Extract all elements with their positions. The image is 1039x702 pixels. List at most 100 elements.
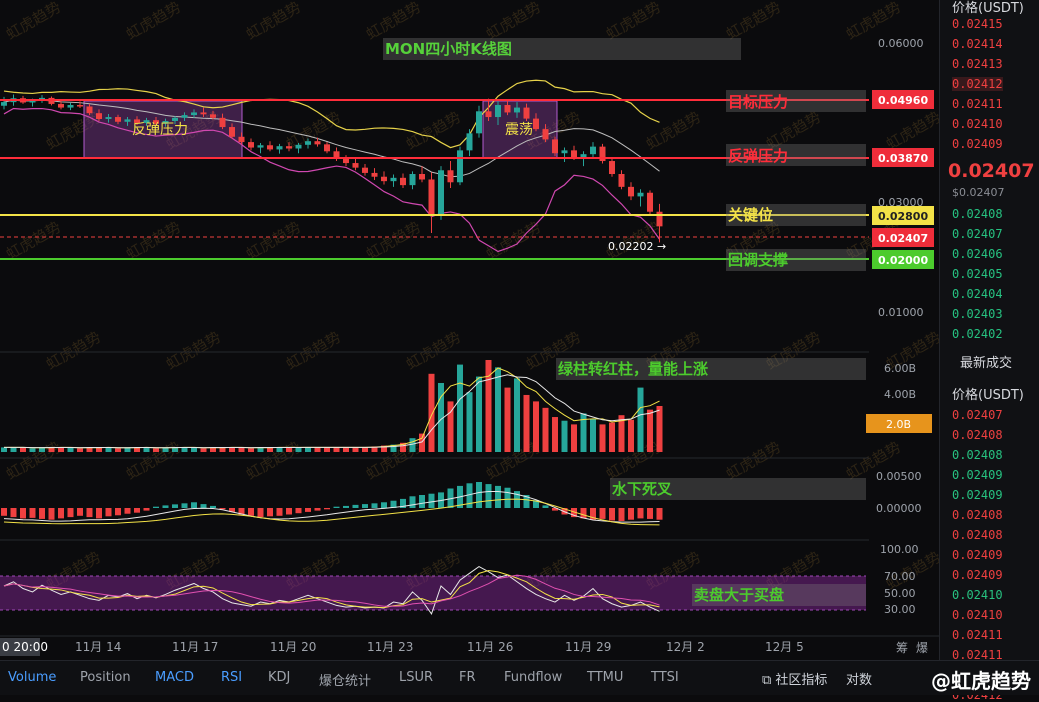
time-label: 0 20:00 (2, 640, 48, 654)
macd-bar (39, 508, 45, 519)
candle-body (561, 150, 568, 154)
volume-bar (580, 413, 587, 452)
bid-price[interactable]: 0.02404 (952, 287, 1003, 301)
candle-body (115, 117, 121, 122)
volume-bar (371, 446, 378, 452)
bid-price[interactable]: 0.02408 (952, 207, 1003, 221)
volume-bar (333, 447, 340, 452)
macd-bar (419, 495, 425, 508)
ask-price[interactable]: 0.02414 (952, 37, 1003, 51)
candle-body (29, 100, 36, 103)
volume-bar (438, 383, 444, 452)
tab-position[interactable]: Position (80, 670, 131, 685)
watermark-text: 虹虎趋势 (43, 328, 104, 374)
brand-watermark: @虹虎趋势 (931, 669, 1031, 693)
candle-body (428, 179, 435, 216)
compare-button[interactable]: 对数 (846, 673, 873, 688)
tab-fundflow[interactable]: Fundflow (504, 670, 563, 685)
tab-volume[interactable]: Volume (8, 670, 57, 685)
trade-price: 0.02409 (952, 468, 1003, 482)
candle-body (58, 103, 64, 108)
tab-fr[interactable]: FR (459, 670, 476, 685)
tab-rsi[interactable]: RSI (221, 670, 243, 685)
bid-price[interactable]: 0.02403 (952, 307, 1003, 321)
volume-note: 绿柱转红柱，量能上涨 (558, 360, 708, 378)
last-price-usd: $0.02407 (952, 186, 1005, 199)
volume-bar (476, 376, 482, 452)
band-lower (3, 107, 660, 253)
candle-body (514, 107, 520, 113)
watermark-text: 虹虎趋势 (3, 438, 64, 484)
macd-bar (86, 508, 93, 518)
volume-bar (267, 447, 273, 452)
volume-bar (618, 415, 625, 452)
price-axis: 0.06000 0.04960 0.03870 0.03000 0.02800 … (872, 37, 934, 319)
volume-tag-text: 2.0B (886, 418, 911, 431)
ask-price[interactable]: 0.02409 (952, 137, 1003, 151)
macd-bar (295, 508, 302, 514)
macd-bar (476, 482, 482, 508)
ask-price[interactable]: 0.02415 (952, 17, 1003, 31)
rebound-tag (872, 148, 934, 167)
candle-body (609, 161, 615, 175)
ask-price[interactable]: 0.02412 (952, 77, 1003, 91)
ask-price[interactable]: 0.02413 (952, 57, 1003, 71)
tab-ttsi[interactable]: TTSI (651, 670, 679, 685)
volume-bar (58, 447, 64, 452)
watermark-text: 虹虎趋势 (123, 0, 184, 43)
volume-bar (229, 447, 235, 452)
ask-price[interactable]: 0.02411 (952, 97, 1003, 111)
side-label-chips[interactable]: 筹 (896, 641, 908, 655)
tab-爆仓统计[interactable]: 爆仓统计 (319, 674, 372, 689)
candle-body (390, 177, 397, 182)
volume-bar (343, 447, 349, 452)
macd-bar (305, 508, 311, 512)
tab-kdj[interactable]: KDJ (268, 670, 291, 685)
side-label-liq[interactable]: 爆 (916, 641, 928, 655)
tab-lsur[interactable]: LSUR (399, 670, 434, 685)
rsi-note: 卖盘大于买盘 (694, 586, 784, 604)
time-label: 11月 14 (75, 640, 121, 654)
candle-body (495, 105, 501, 118)
volume-bar (295, 447, 302, 452)
time-label: 11月 23 (367, 640, 413, 654)
bid-price[interactable]: 0.02405 (952, 267, 1003, 281)
trades-title[interactable]: 最新成交 (960, 356, 1013, 371)
time-label: 12月 2 (666, 640, 705, 654)
candle-body (324, 144, 330, 152)
rsi-axis-70: 70.00 (884, 570, 916, 583)
macd-bar (229, 508, 235, 512)
ask-price[interactable]: 0.02410 (952, 117, 1003, 131)
last-price: 0.02407 (948, 160, 1035, 182)
volume-bar (124, 447, 131, 452)
bid-price[interactable]: 0.02406 (952, 247, 1003, 261)
volume-bar (495, 367, 501, 452)
bid-price[interactable]: 0.02407 (952, 227, 1003, 241)
macd-bar (381, 502, 387, 508)
volume-bar (324, 447, 330, 452)
candle-body (590, 146, 596, 155)
candle-body (162, 120, 169, 124)
candle-body (200, 112, 207, 115)
bid-price[interactable]: 0.02402 (952, 327, 1003, 341)
tab-ttmu[interactable]: TTMU (587, 670, 624, 685)
axis-0.06: 0.06000 (878, 37, 924, 50)
key-label: 关键位 (728, 206, 773, 224)
watermark-text: 虹虎趋势 (163, 328, 224, 374)
community-indicator-button[interactable]: ⧉ 社区指标 (762, 673, 828, 688)
macd-bar (362, 504, 368, 508)
watermark-text: 虹虎趋势 (243, 0, 304, 43)
candle-body (134, 119, 140, 123)
trade-price: 0.02410 (952, 588, 1003, 602)
candle-body (105, 117, 112, 119)
macd-bar (428, 493, 435, 508)
candle-body (276, 146, 283, 150)
macd-bar (238, 508, 245, 515)
macd-bar (29, 508, 36, 518)
volume-bar (210, 447, 216, 452)
tab-macd[interactable]: MACD (155, 670, 194, 685)
volume-bar (656, 406, 663, 452)
macd-bar (77, 508, 83, 516)
volume-bar (238, 447, 245, 452)
